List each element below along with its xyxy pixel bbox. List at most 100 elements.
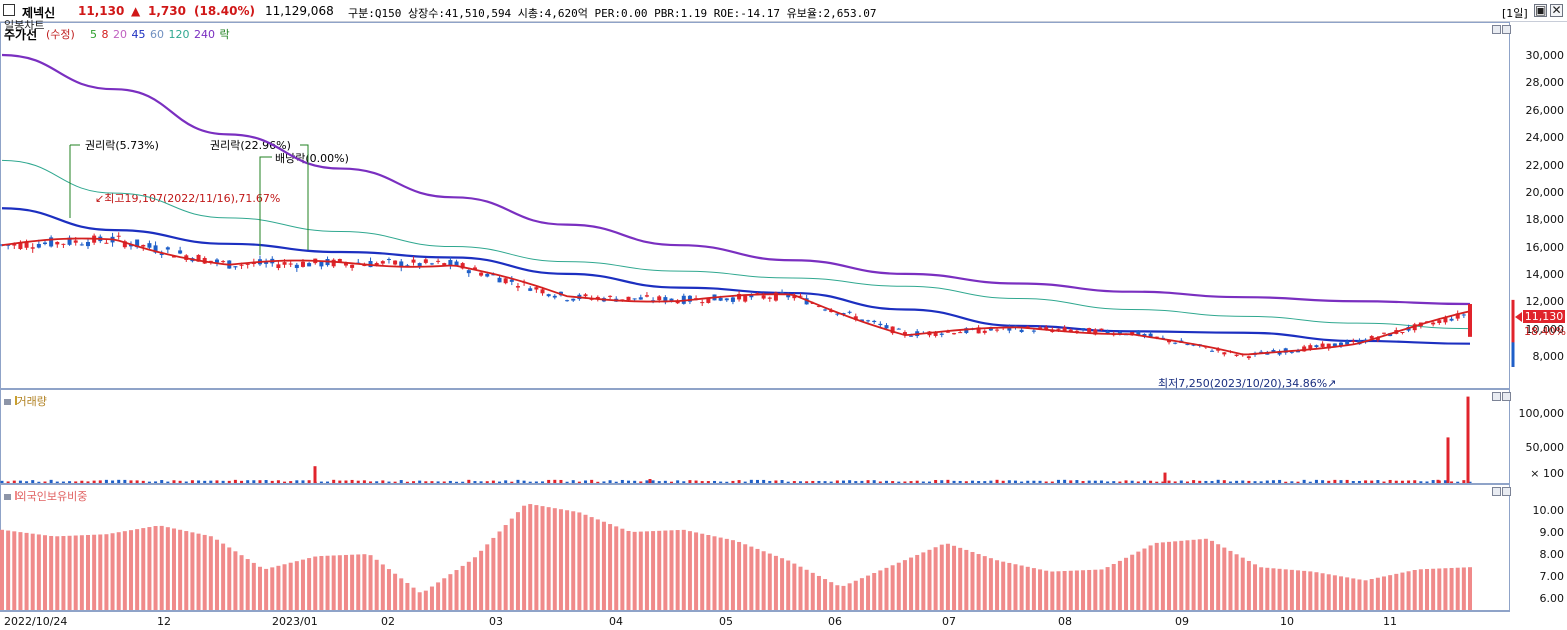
candle-body: [380, 261, 385, 264]
candle-body: [780, 292, 785, 294]
foreign-panel-close-button[interactable]: [1502, 487, 1511, 496]
foreign-ratio-bar: [374, 559, 379, 610]
volume-bar: [405, 481, 409, 483]
volume-bar: [166, 481, 170, 483]
foreign-ratio-bar: [632, 531, 637, 610]
price-panel-max-button[interactable]: [1492, 25, 1501, 34]
foreign-ratio-bar: [700, 533, 705, 610]
volume-bar: [123, 479, 127, 483]
volume-panel[interactable]: [0, 389, 1510, 484]
foreign-ratio-bar: [1265, 567, 1270, 610]
foreign-ratio-bar: [337, 555, 342, 610]
volume-bar: [1179, 480, 1183, 483]
foreign-ratio-bar: [601, 521, 606, 610]
foreign-ratio-bar: [657, 530, 662, 610]
foreign-ratio-bar: [233, 551, 238, 610]
foreign-ratio-bar: [245, 559, 250, 610]
volume-bar: [884, 480, 888, 483]
ytick-26000: 26,000: [1525, 104, 1565, 117]
foreign-ratio-bar: [350, 554, 355, 610]
foreign-panel[interactable]: [0, 484, 1510, 611]
foreign-ratio-bar: [558, 509, 563, 610]
fr-ytick-6: 6.00: [1539, 592, 1565, 605]
window-checkbox[interactable]: [3, 4, 15, 16]
candle-body: [718, 297, 723, 301]
volume-bar: [749, 479, 753, 483]
volume-bar: [129, 480, 133, 483]
candle-body: [178, 250, 183, 254]
volume-bar: [98, 480, 102, 483]
candle-body: [1339, 342, 1344, 347]
foreign-ratio-bar: [67, 535, 72, 610]
volume-bar: [1327, 480, 1331, 483]
candle-body: [374, 263, 379, 266]
foreign-ratio-bar: [466, 561, 471, 610]
candle-body: [159, 253, 164, 256]
foreign-ratio-bar: [915, 554, 920, 610]
foreign-ratio-bar: [6, 530, 11, 610]
candle-body: [816, 305, 821, 307]
foreign-ratio-bar: [1038, 569, 1043, 610]
volume-bar: [1443, 480, 1447, 483]
close-button[interactable]: ✕: [1550, 3, 1563, 17]
ytick-20000: 20,000: [1525, 186, 1565, 199]
volume-bar: [1032, 480, 1036, 483]
volume-bar: [25, 481, 29, 483]
volume-bar: [1173, 481, 1177, 483]
price-panel[interactable]: [0, 22, 1510, 389]
period-label[interactable]: [1일]: [1502, 7, 1528, 20]
volume-bar: [798, 481, 802, 483]
candle-body: [1289, 351, 1294, 353]
volume-bar: [1235, 480, 1239, 483]
volume-bar: [608, 480, 612, 483]
ytick-18000: 18,000: [1525, 213, 1565, 226]
foreign-ratio-bar: [1062, 571, 1067, 610]
foreign-ratio-bar: [503, 525, 508, 610]
candle-body: [1400, 331, 1405, 333]
volume-bar: [903, 481, 907, 483]
candle-body: [626, 296, 631, 301]
volume-bar: [215, 480, 219, 483]
volume-bar: [141, 480, 145, 483]
restore-button[interactable]: ▣: [1534, 3, 1547, 17]
candle-body: [939, 333, 944, 335]
candle-body: [79, 244, 84, 246]
xlabel-8: 07: [942, 615, 956, 628]
foreign-ratio-bar: [976, 554, 981, 610]
volume-bar: [258, 480, 262, 483]
volume-bar: [1450, 481, 1454, 483]
foreign-ratio-bar: [1093, 569, 1098, 610]
volume-bar: [841, 480, 845, 483]
foreign-ratio-bar: [423, 590, 428, 610]
ma120-label: 120: [168, 28, 190, 41]
candle-body: [30, 247, 35, 249]
volume-bar: [627, 480, 631, 483]
volume-panel-max-button[interactable]: [1492, 392, 1501, 401]
candle-body: [411, 259, 416, 263]
candle-body: [1191, 344, 1196, 346]
volume-bar: [1192, 480, 1196, 483]
volume-bar: [295, 480, 299, 483]
foreign-ratio-bar: [98, 534, 103, 610]
price-panel-close-button[interactable]: [1502, 25, 1511, 34]
foreign-ratio-bar: [12, 531, 17, 610]
foreign-ratio-bar: [902, 560, 907, 610]
foreign-ratio-bar: [1007, 562, 1012, 610]
candle-body: [798, 295, 803, 297]
ytick-12000: 12,000: [1525, 295, 1565, 308]
volume-bar: [823, 481, 827, 483]
volume-bar: [178, 480, 182, 483]
ytick-28000: 28,000: [1525, 76, 1565, 89]
foreign-ratio-bar: [454, 570, 459, 610]
candle-body: [147, 243, 152, 248]
foreign-ratio-bar: [810, 572, 815, 610]
volume-bar: [1345, 479, 1349, 483]
candle-body: [1375, 337, 1380, 341]
volume-panel-close-button[interactable]: [1502, 392, 1511, 401]
candle-body: [429, 263, 434, 265]
volume-bar: [1056, 479, 1060, 483]
foreign-panel-max-button[interactable]: [1492, 487, 1501, 496]
volume-bar: [1259, 481, 1263, 483]
volume-bar: [651, 480, 655, 483]
volume-bar: [209, 480, 213, 483]
